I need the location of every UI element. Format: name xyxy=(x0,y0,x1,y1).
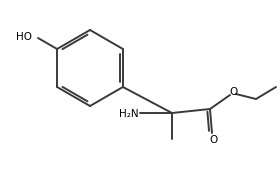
Text: O: O xyxy=(210,135,218,145)
Text: H₂N: H₂N xyxy=(119,109,139,119)
Text: O: O xyxy=(230,87,238,97)
Text: HO: HO xyxy=(16,32,32,42)
